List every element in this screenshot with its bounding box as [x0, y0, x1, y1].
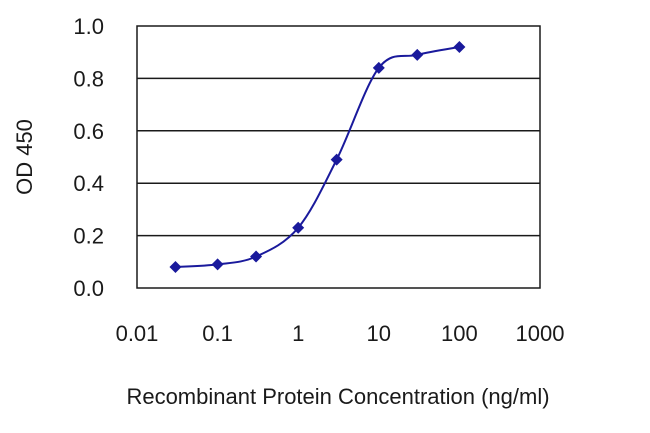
- series-layer: [169, 40, 466, 274]
- x-tick-label: 1: [292, 321, 304, 346]
- x-tick-label: 100: [441, 321, 478, 346]
- data-point: [330, 153, 343, 166]
- data-point: [292, 221, 305, 234]
- y-tick-labels: 0.0 0.2 0.4 0.6 0.8 1.0: [73, 14, 104, 301]
- data-point: [250, 250, 263, 263]
- data-point: [453, 40, 466, 53]
- x-tick-label: 10: [367, 321, 391, 346]
- grid-layer: [137, 77, 540, 237]
- y-tick-label: 0.0: [73, 276, 104, 301]
- x-tick-label: 0.01: [116, 321, 159, 346]
- y-tick-label: 0.2: [73, 224, 104, 249]
- y-tick-label: 0.4: [73, 171, 104, 196]
- y-tick-label: 0.6: [73, 119, 104, 144]
- data-point: [169, 261, 182, 274]
- series-line: [175, 45, 460, 269]
- x-tick-label: 1000: [516, 321, 565, 346]
- y-tick-label: 0.8: [73, 66, 104, 91]
- data-point: [411, 48, 424, 61]
- x-tick-labels: 0.01 0.1 1 10 100 1000: [116, 321, 565, 346]
- x-tick-label: 0.1: [202, 321, 233, 346]
- x-axis-title: Recombinant Protein Concentration (ng/ml…: [126, 384, 549, 409]
- data-point: [211, 258, 224, 271]
- data-point: [372, 61, 385, 74]
- y-axis-title: OD 450: [12, 119, 37, 195]
- y-tick-label: 1.0: [73, 14, 104, 39]
- plot-frame: [136, 25, 541, 289]
